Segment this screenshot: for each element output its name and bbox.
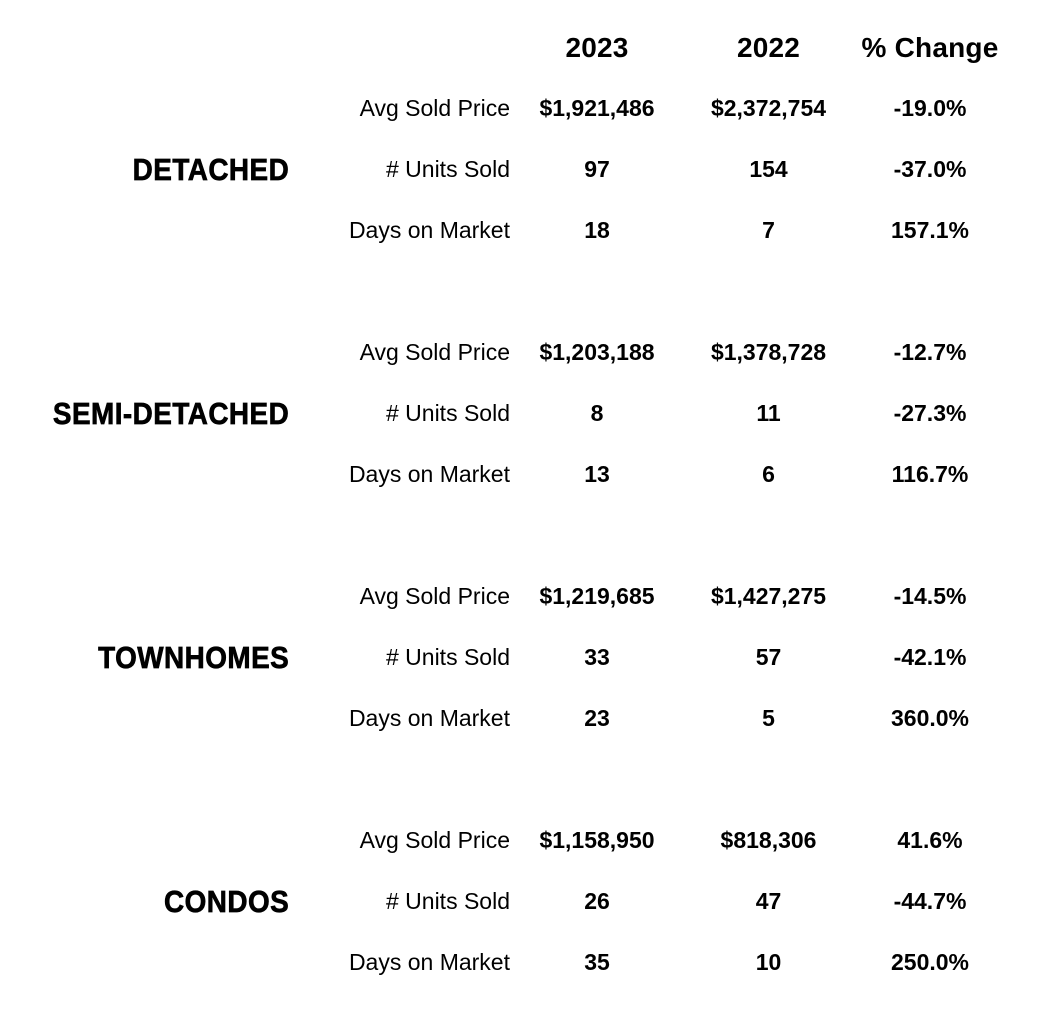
value-2022: 47 xyxy=(755,888,782,914)
value-2023: 35 xyxy=(584,949,610,975)
group-label-semi-detached: SEMI-DETACHED xyxy=(52,395,290,431)
value-2023: $1,219,685 xyxy=(539,583,655,609)
value-2022: 6 xyxy=(762,461,775,487)
value-2022: 57 xyxy=(755,644,782,670)
metric-label-avg-sold-price: Avg Sold Price xyxy=(359,339,510,365)
column-header-pct-change: % Change xyxy=(861,31,999,63)
value-2023: 8 xyxy=(590,400,604,426)
value-pct-change: 250.0% xyxy=(890,949,969,975)
value-pct-change: -12.7% xyxy=(893,339,967,365)
metric-label-units-sold: # Units Sold xyxy=(385,644,510,670)
group-label-condos: CONDOS xyxy=(164,883,290,919)
group-condos: CONDOS Avg Sold Price $1,158,950 $818,30… xyxy=(0,810,1046,993)
metric-label-units-sold: # Units Sold xyxy=(385,888,510,914)
group-townhomes: TOWNHOMES Avg Sold Price $1,219,685 $1,4… xyxy=(0,566,1046,749)
value-2023: 18 xyxy=(584,217,610,243)
metric-label-days-on-market: Days on Market xyxy=(348,217,510,243)
value-2022: 5 xyxy=(762,705,775,731)
value-2023: 23 xyxy=(584,705,610,731)
value-pct-change: 41.6% xyxy=(897,827,963,853)
value-2023: 26 xyxy=(584,888,610,914)
value-pct-change: 360.0% xyxy=(890,705,969,731)
group-divider xyxy=(0,505,1046,566)
value-pct-change: -19.0% xyxy=(893,95,967,121)
value-2023: 33 xyxy=(584,644,610,670)
metric-label-units-sold: # Units Sold xyxy=(385,400,510,426)
header-spacer-category xyxy=(0,17,300,78)
value-2022: $1,378,728 xyxy=(710,339,827,365)
value-pct-change: 116.7% xyxy=(891,461,969,487)
column-header-2022: 2022 xyxy=(736,31,801,63)
value-2022: 154 xyxy=(749,156,788,182)
value-2023: 13 xyxy=(584,461,610,487)
value-pct-change: 157.1% xyxy=(890,217,969,243)
value-2022: $818,306 xyxy=(720,827,817,853)
value-2022: $2,372,754 xyxy=(710,95,827,121)
group-divider xyxy=(0,261,1046,322)
value-2022: 10 xyxy=(755,949,782,975)
group-label-detached: DETACHED xyxy=(132,151,290,187)
metric-label-avg-sold-price: Avg Sold Price xyxy=(359,583,510,609)
value-pct-change: -44.7% xyxy=(893,888,967,914)
value-2023: $1,158,950 xyxy=(539,827,655,853)
value-pct-change: -37.0% xyxy=(893,156,967,182)
group-semi-detached: SEMI-DETACHED Avg Sold Price $1,203,188 … xyxy=(0,322,1046,505)
value-2023: $1,203,188 xyxy=(539,339,655,365)
table-header-row: 2023 2022 % Change xyxy=(0,17,1046,78)
real-estate-stats-table: 2023 2022 % Change DETACHED Avg Sold Pri… xyxy=(0,17,1046,993)
value-2023: 97 xyxy=(584,156,610,182)
value-2022: 11 xyxy=(756,400,781,426)
value-pct-change: -27.3% xyxy=(893,400,967,426)
group-label-townhomes: TOWNHOMES xyxy=(98,639,290,675)
value-pct-change: -14.5% xyxy=(893,583,967,609)
group-detached: DETACHED Avg Sold Price $1,921,486 $2,37… xyxy=(0,78,1046,261)
value-2022: 7 xyxy=(762,217,775,243)
value-pct-change: -42.1% xyxy=(893,644,967,670)
column-header-2023: 2023 xyxy=(565,31,629,63)
metric-label-units-sold: # Units Sold xyxy=(385,156,510,182)
metric-label-days-on-market: Days on Market xyxy=(348,705,510,731)
metric-label-days-on-market: Days on Market xyxy=(348,461,510,487)
metric-label-days-on-market: Days on Market xyxy=(348,949,510,975)
value-2023: $1,921,486 xyxy=(539,95,655,121)
header-spacer-metric xyxy=(300,17,518,78)
metric-label-avg-sold-price: Avg Sold Price xyxy=(359,827,510,853)
metric-label-avg-sold-price: Avg Sold Price xyxy=(359,95,510,121)
group-divider xyxy=(0,749,1046,810)
value-2022: $1,427,275 xyxy=(710,583,827,609)
